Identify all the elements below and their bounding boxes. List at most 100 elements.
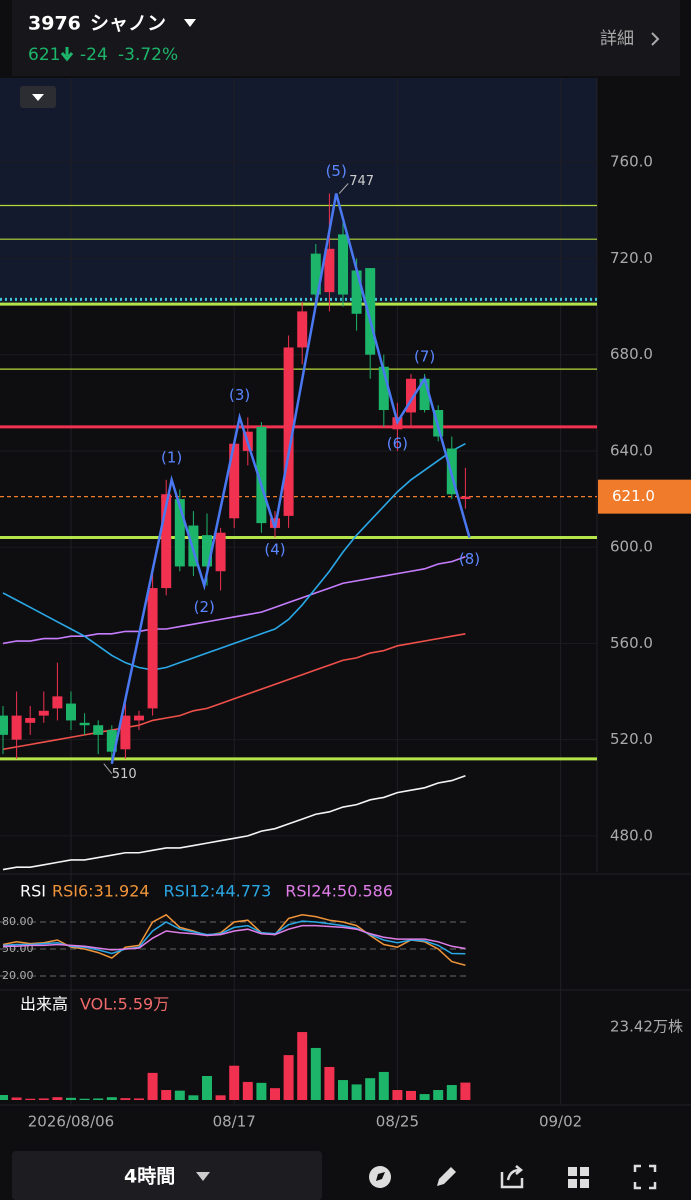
x-tick-label: 08/17 bbox=[213, 1113, 256, 1131]
y-tick-label: 480.0 bbox=[610, 826, 653, 844]
candle-body bbox=[406, 378, 416, 413]
zone-shade bbox=[0, 78, 597, 303]
volume-bar bbox=[38, 1098, 49, 1100]
down-arrow bbox=[60, 47, 74, 62]
volume-bar bbox=[378, 1071, 389, 1100]
candle-body bbox=[310, 253, 321, 295]
layout-icon[interactable] bbox=[568, 1167, 589, 1188]
x-tick-label: 08/25 bbox=[376, 1113, 419, 1131]
detail-chevron[interactable] bbox=[651, 32, 660, 46]
x-tick-label: 09/02 bbox=[539, 1113, 582, 1131]
interval-dropdown[interactable] bbox=[196, 1172, 210, 1181]
candle-body bbox=[283, 347, 294, 516]
draw-icon[interactable] bbox=[437, 1167, 456, 1186]
candle-body bbox=[120, 715, 131, 750]
volume-bar bbox=[25, 1098, 36, 1100]
volume-bar bbox=[419, 1094, 430, 1100]
interval-label[interactable]: 4時間 bbox=[124, 1166, 175, 1188]
volume-subtitle: VOL:5.59万 bbox=[80, 995, 169, 1014]
wave-label: (8) bbox=[459, 550, 480, 568]
name-dropdown[interactable] bbox=[184, 19, 196, 27]
y-tick-label: 520.0 bbox=[610, 730, 653, 748]
last-price-tag bbox=[598, 479, 691, 514]
y-tick-label: 20.00 bbox=[2, 969, 34, 982]
volume-bar bbox=[270, 1088, 280, 1100]
candle-body bbox=[66, 703, 76, 721]
volume-bar bbox=[256, 1082, 267, 1100]
change-pct: -3.72% bbox=[118, 45, 178, 65]
compass-icon[interactable] bbox=[369, 1166, 391, 1188]
legend-entry: RSI6:31.924 bbox=[52, 882, 150, 901]
wave-label: (3) bbox=[229, 386, 250, 404]
wave-label: (7) bbox=[414, 347, 435, 365]
candle-body bbox=[419, 378, 430, 411]
price: 621 bbox=[28, 45, 60, 65]
candle-body bbox=[365, 268, 376, 355]
y-tick-label: 23.42万株 bbox=[610, 1018, 683, 1036]
chart-layer: 2026/08/06 08/17 08/25 09/02 480.0 520.0 560.0… bbox=[0, 78, 691, 1131]
rsi-line bbox=[2, 913, 466, 966]
candle-body bbox=[174, 499, 185, 567]
x-tick-label: 2026/08/06 bbox=[28, 1113, 114, 1131]
wave-label: (2) bbox=[194, 598, 215, 616]
volume-bar bbox=[174, 1090, 185, 1100]
legend-entry: RSI24:50.586 bbox=[285, 882, 393, 901]
volume-bar bbox=[52, 1097, 63, 1100]
interval-button[interactable] bbox=[12, 1151, 322, 1200]
change: -24 bbox=[80, 45, 108, 65]
volume-bar bbox=[406, 1090, 416, 1100]
moving-average bbox=[2, 775, 466, 871]
y-tick-label: 600.0 bbox=[610, 538, 653, 556]
candle-body bbox=[79, 722, 90, 726]
header-bar bbox=[12, 0, 680, 76]
candle-body bbox=[188, 525, 199, 567]
candle-body bbox=[256, 426, 267, 524]
volume-bar bbox=[106, 1097, 117, 1100]
volume-bar bbox=[188, 1095, 199, 1100]
last-price-label: 621.0 bbox=[612, 487, 655, 505]
candle-body bbox=[147, 588, 158, 709]
y-tick-label: 640.0 bbox=[610, 441, 653, 459]
volume-bar bbox=[11, 1097, 22, 1100]
volume-bar bbox=[310, 1047, 321, 1100]
share-icon[interactable] bbox=[500, 1165, 524, 1189]
volume-bar bbox=[433, 1090, 444, 1100]
stock-name[interactable]: シャノン bbox=[90, 13, 166, 35]
volume-title: 出来高 bbox=[20, 995, 68, 1014]
volume-bar bbox=[134, 1098, 144, 1100]
volume-bar bbox=[93, 1098, 104, 1100]
fullscreen-icon[interactable] bbox=[633, 1164, 657, 1190]
annotation-leader bbox=[103, 763, 113, 775]
legend-entry: RSI12:44.773 bbox=[164, 882, 272, 901]
candle-body bbox=[338, 234, 348, 295]
wave-label: (6) bbox=[387, 435, 408, 453]
volume-bar bbox=[324, 1066, 335, 1100]
moving-average bbox=[2, 633, 466, 751]
volume-bar bbox=[392, 1090, 403, 1100]
candle-body bbox=[202, 535, 212, 567]
volume-bar bbox=[66, 1097, 76, 1100]
volume-bar bbox=[351, 1084, 362, 1100]
volume-bar bbox=[161, 1090, 172, 1100]
volume-bar bbox=[147, 1072, 158, 1100]
collapse-icon[interactable] bbox=[32, 94, 44, 101]
detail-link[interactable]: 詳細 bbox=[600, 29, 634, 49]
candle-body bbox=[351, 270, 362, 314]
candle-body bbox=[38, 710, 49, 716]
volume-bar bbox=[242, 1081, 253, 1100]
moving-average bbox=[2, 556, 466, 645]
volume-bar bbox=[446, 1085, 457, 1100]
volume-bar bbox=[202, 1075, 212, 1100]
wave-label: (4) bbox=[264, 540, 285, 558]
volume-bar bbox=[460, 1082, 471, 1100]
volume-bar bbox=[120, 1098, 131, 1100]
y-tick-label: 760.0 bbox=[610, 153, 653, 171]
candle-body bbox=[297, 311, 308, 348]
y-tick-label: 560.0 bbox=[610, 634, 653, 652]
wave-label: (1) bbox=[161, 448, 182, 466]
candle-body bbox=[134, 715, 144, 721]
candle-body bbox=[106, 730, 117, 752]
stock-code: 3976 bbox=[28, 13, 81, 35]
candle-body bbox=[25, 718, 36, 723]
rsi-title: RSI bbox=[20, 882, 46, 901]
